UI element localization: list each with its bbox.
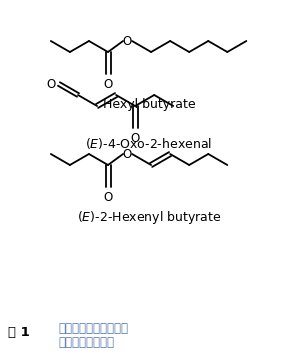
Text: $(E)$-4-Oxo-2-hexenal: $(E)$-4-Oxo-2-hexenal bbox=[86, 135, 213, 150]
Text: O: O bbox=[122, 148, 132, 161]
Text: O: O bbox=[47, 77, 56, 90]
Text: アカスジカスミカメの: アカスジカスミカメの bbox=[58, 321, 128, 334]
Text: O: O bbox=[103, 191, 113, 204]
Text: O: O bbox=[131, 132, 140, 145]
Text: O: O bbox=[122, 35, 132, 48]
Text: O: O bbox=[103, 78, 113, 91]
Text: 図 1: 図 1 bbox=[8, 327, 30, 339]
Text: 性フェロモン成分: 性フェロモン成分 bbox=[58, 336, 114, 348]
Text: $(E)$-2-Hexenyl butyrate: $(E)$-2-Hexenyl butyrate bbox=[77, 208, 221, 225]
Text: Hexyl butyrate: Hexyl butyrate bbox=[103, 98, 195, 111]
